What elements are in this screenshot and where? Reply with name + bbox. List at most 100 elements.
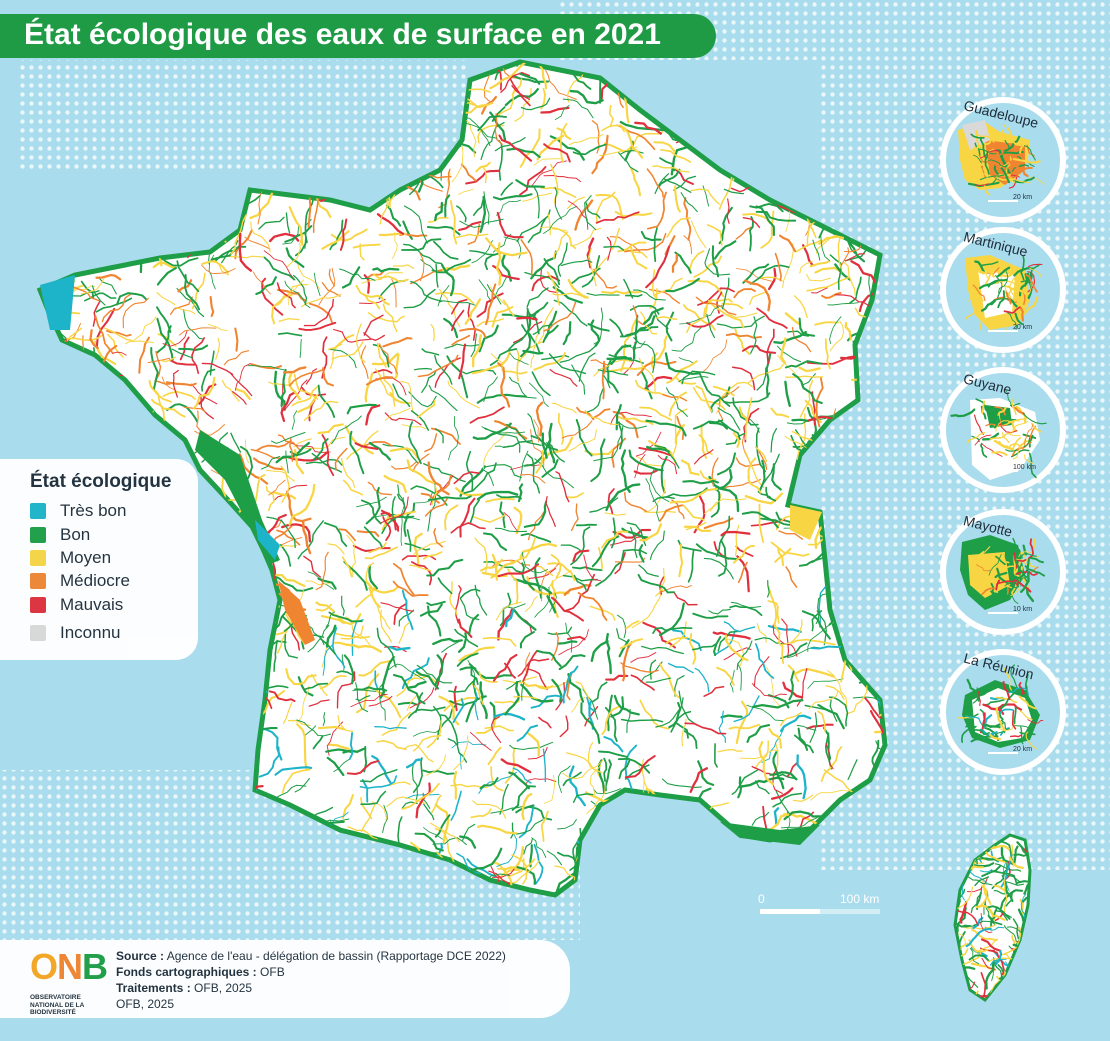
river-segment xyxy=(40,730,61,749)
river-segment xyxy=(191,231,227,243)
river-segment xyxy=(410,280,443,302)
river-segment xyxy=(121,678,128,703)
river-segment xyxy=(146,214,173,222)
river-segment xyxy=(707,224,723,246)
river-segment xyxy=(989,432,1012,440)
river-segment xyxy=(629,245,648,270)
river-segment xyxy=(521,682,525,701)
river-segment xyxy=(969,140,992,154)
river-segment xyxy=(360,168,367,203)
river-segment xyxy=(610,344,632,365)
river-segment xyxy=(346,403,377,415)
river-segment xyxy=(368,542,387,554)
river-segment xyxy=(459,666,477,671)
river-segment xyxy=(997,266,1011,278)
river-segment xyxy=(1005,291,1012,305)
river-segment xyxy=(738,776,785,788)
river-segment xyxy=(793,734,814,754)
river-segment xyxy=(401,657,430,690)
river-segment xyxy=(755,780,770,795)
river-segment xyxy=(307,571,335,590)
river-segment xyxy=(1003,306,1021,314)
river-segment xyxy=(1008,856,1025,870)
river-segment xyxy=(154,169,176,199)
river-segment xyxy=(467,659,476,693)
river-segment xyxy=(472,800,507,819)
river-segment xyxy=(470,333,477,358)
river-segment xyxy=(541,432,548,459)
river-segment xyxy=(333,641,360,649)
river-segment xyxy=(276,288,307,302)
river-segment xyxy=(533,158,562,166)
river-segment xyxy=(476,318,504,327)
river-segment xyxy=(422,792,431,809)
lake-leman xyxy=(790,505,822,540)
river-segment xyxy=(767,138,783,150)
river-segment xyxy=(503,370,528,375)
river-segment xyxy=(676,122,696,127)
river-segment xyxy=(520,239,533,276)
river-segment xyxy=(451,334,471,346)
river-segment xyxy=(477,115,507,132)
river-segment xyxy=(788,152,813,165)
river-segment xyxy=(807,678,844,689)
river-segment xyxy=(289,438,294,462)
river-segment xyxy=(873,880,885,895)
river-segment xyxy=(575,523,598,527)
river-segment xyxy=(716,392,727,414)
river-segment xyxy=(216,654,222,707)
river-segment xyxy=(1000,585,1013,589)
river-segment xyxy=(197,581,214,598)
inset-scale-label: 100 km xyxy=(1013,464,1036,471)
river-segment xyxy=(672,629,702,652)
river-segment xyxy=(304,725,317,737)
river-segment xyxy=(749,203,784,213)
river-segment xyxy=(406,459,435,485)
river-segment xyxy=(570,503,579,532)
river-segment xyxy=(73,658,85,687)
river-segment xyxy=(568,765,586,807)
river-segment xyxy=(265,485,275,512)
river-segment xyxy=(434,827,457,869)
river-segment xyxy=(305,368,318,385)
river-segment xyxy=(412,734,442,752)
river-segment xyxy=(193,729,205,750)
river-segment xyxy=(973,414,984,435)
river-segment xyxy=(722,479,761,491)
river-segment xyxy=(556,127,572,140)
river-segment xyxy=(535,450,544,474)
river-segment xyxy=(874,726,885,734)
river-segment xyxy=(277,332,303,337)
river-segment xyxy=(199,610,244,617)
legend-label: Bon xyxy=(60,525,91,544)
river-segment xyxy=(1029,425,1037,441)
river-segment xyxy=(296,723,308,771)
river-segment xyxy=(434,357,461,388)
river-segment xyxy=(342,479,364,496)
river-segment xyxy=(271,294,293,325)
river-segment xyxy=(690,821,713,827)
river-segment xyxy=(95,297,133,313)
river-segment xyxy=(678,357,694,364)
river-segment xyxy=(978,166,989,180)
river-segment xyxy=(809,712,818,743)
river-segment xyxy=(995,420,1015,432)
river-segment xyxy=(736,268,773,282)
river-segment xyxy=(276,628,289,654)
river-segment xyxy=(680,870,695,885)
river-segment xyxy=(654,173,670,195)
river-segment xyxy=(112,710,128,737)
river-segment xyxy=(718,539,728,577)
river-segment xyxy=(978,885,988,908)
river-segment xyxy=(1022,144,1036,161)
river-segment xyxy=(467,847,503,875)
river-segment xyxy=(628,449,664,472)
river-segment xyxy=(88,233,117,248)
river-segment xyxy=(202,653,236,668)
river-segment xyxy=(456,101,493,114)
river-segment xyxy=(709,493,722,512)
river-segment xyxy=(974,876,990,887)
river-segment xyxy=(540,810,549,842)
river-segment xyxy=(649,530,665,560)
river-segment xyxy=(407,706,446,719)
